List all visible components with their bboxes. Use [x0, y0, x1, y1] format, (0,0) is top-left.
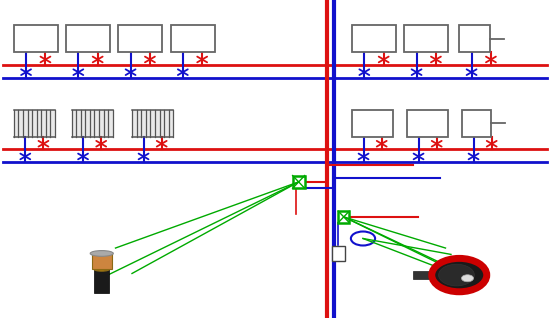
Bar [293, 176, 305, 188]
Bar [459, 25, 490, 52]
Bar [92, 253, 112, 269]
Bar [72, 110, 113, 137]
Ellipse shape [432, 258, 487, 292]
Bar [404, 25, 448, 52]
Bar [94, 269, 109, 293]
Ellipse shape [90, 251, 113, 256]
Bar [170, 25, 214, 52]
Bar [14, 25, 58, 52]
Bar [132, 110, 173, 137]
Ellipse shape [439, 264, 474, 286]
Bar [462, 110, 491, 137]
Bar [118, 25, 162, 52]
Bar [66, 25, 110, 52]
Ellipse shape [94, 266, 110, 271]
Bar [332, 246, 345, 261]
Bar [352, 110, 393, 137]
Bar [407, 110, 448, 137]
Bar [352, 25, 396, 52]
Ellipse shape [461, 275, 474, 282]
Bar [412, 271, 429, 279]
Bar [14, 110, 55, 137]
Bar [338, 211, 349, 223]
